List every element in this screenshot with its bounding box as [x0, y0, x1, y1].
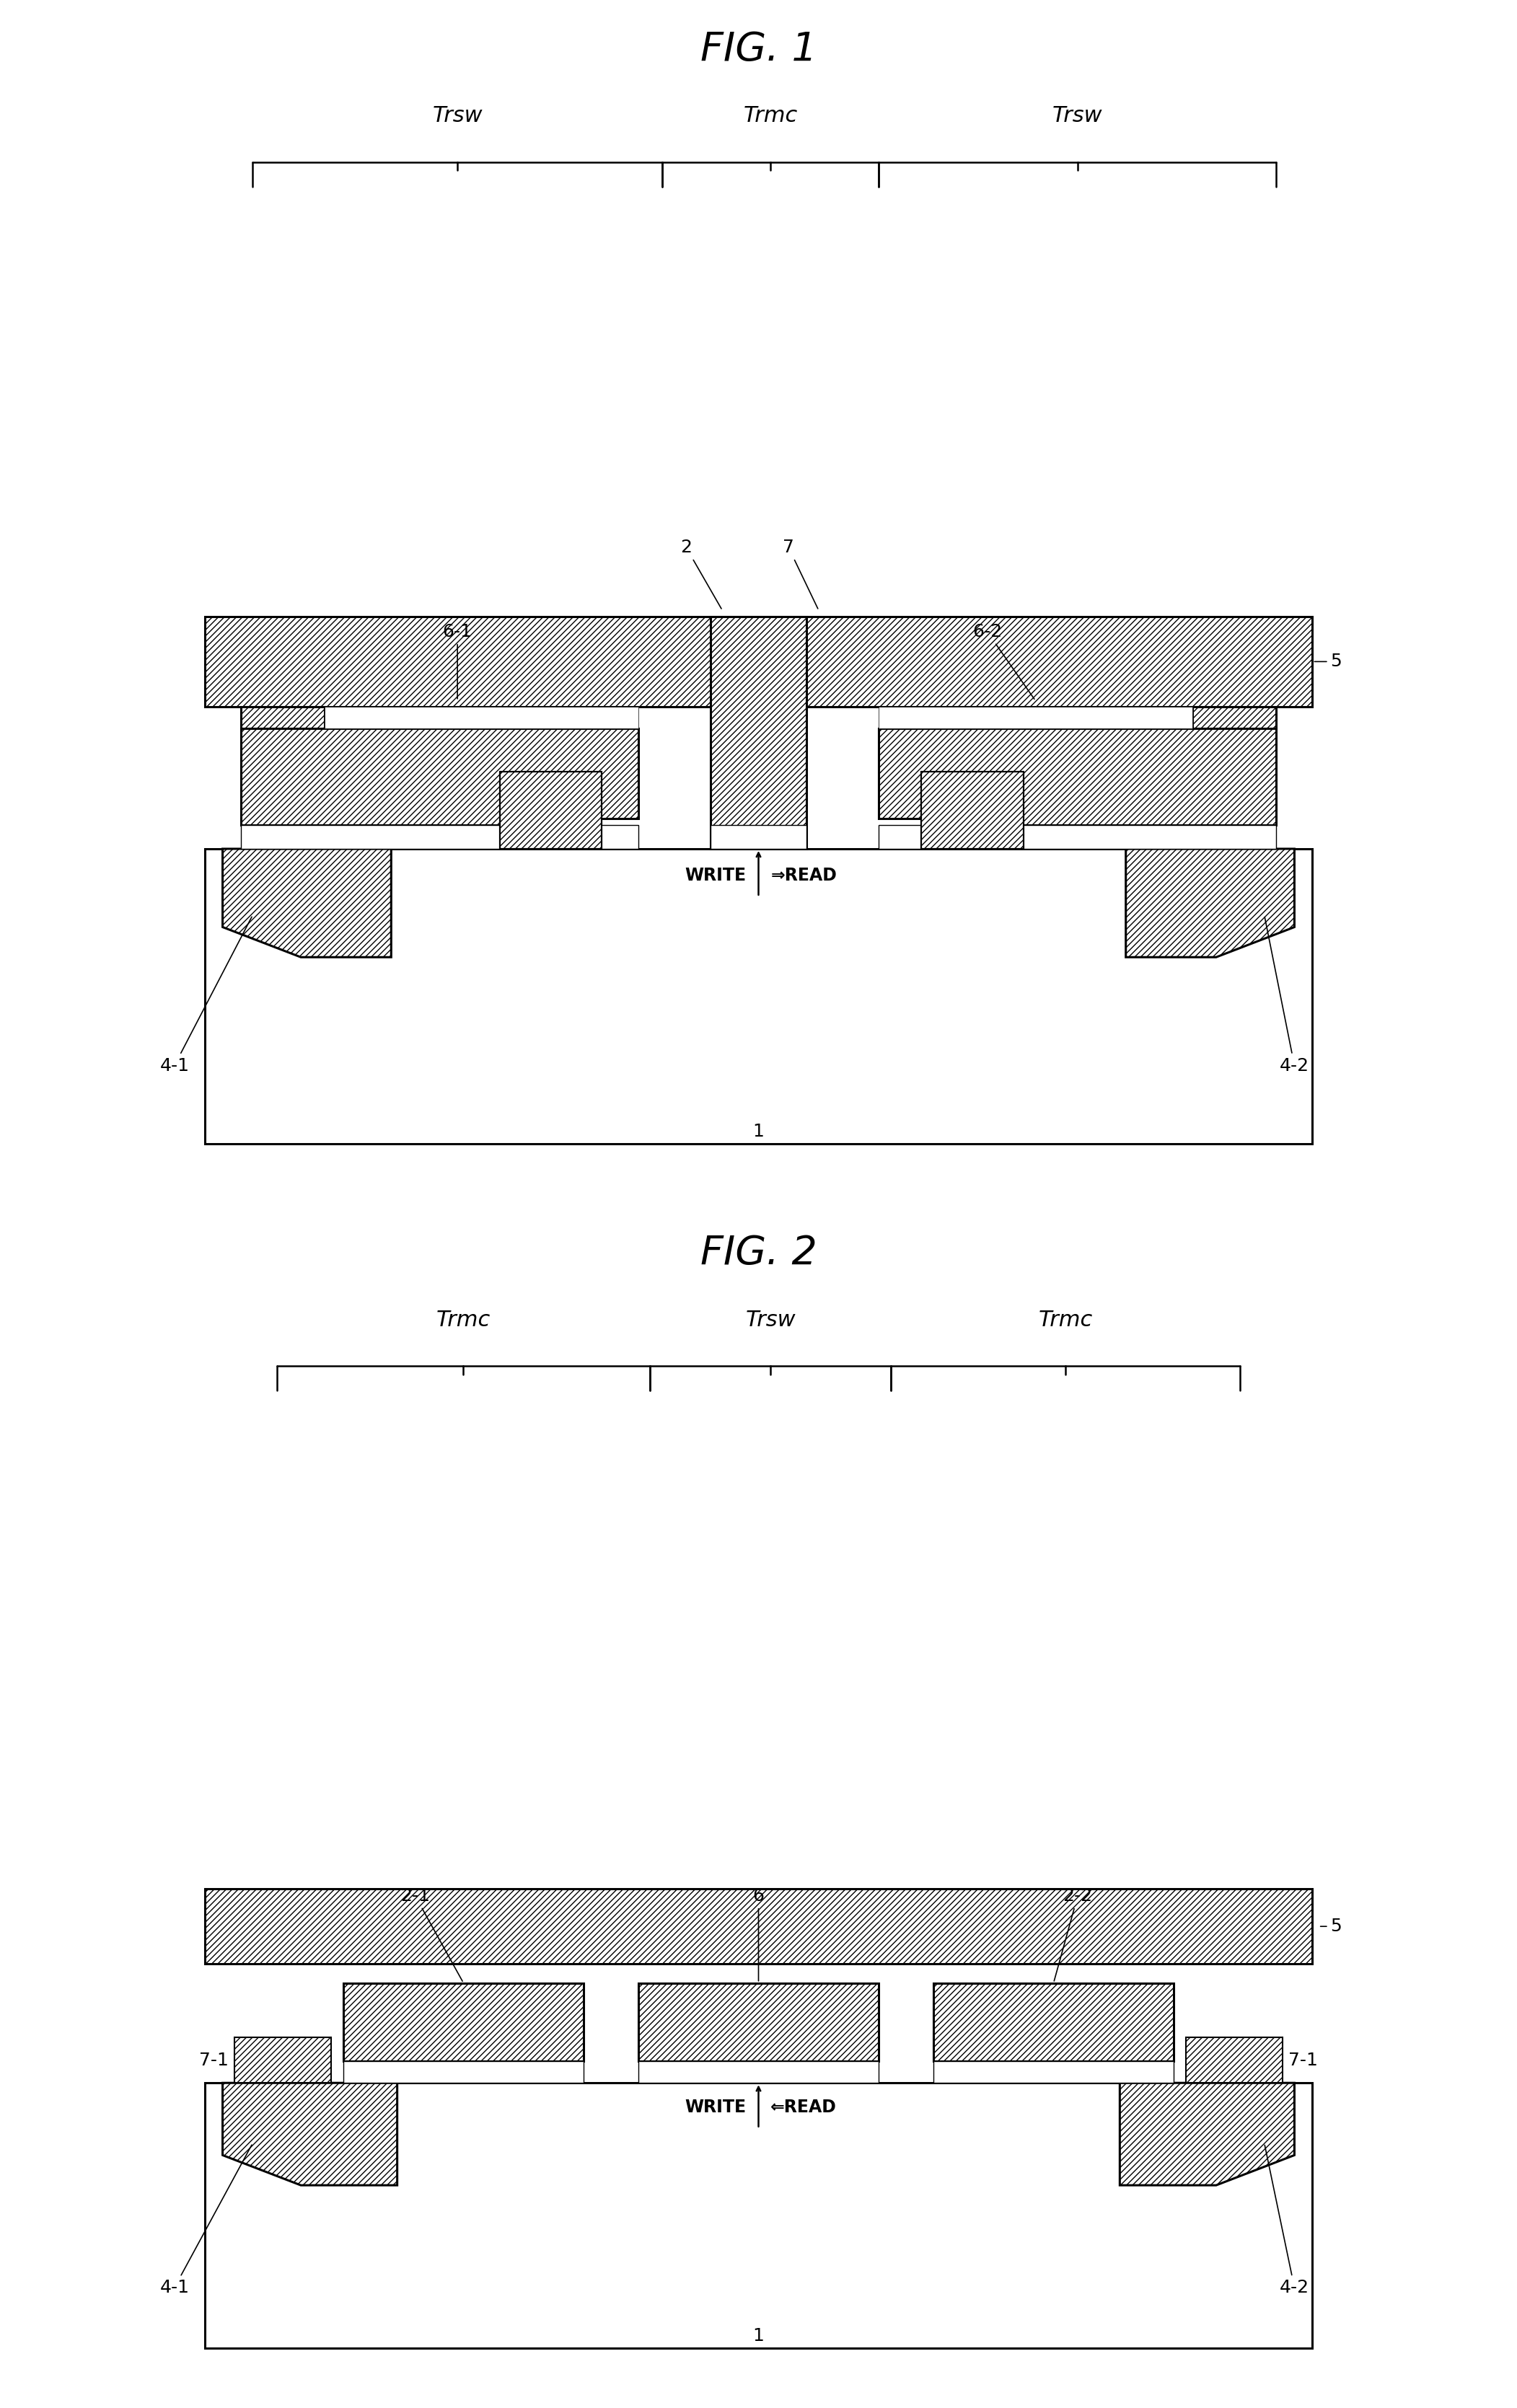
Polygon shape: [223, 2083, 397, 2186]
Text: 4-2: 4-2: [1265, 917, 1309, 1074]
Polygon shape: [1192, 708, 1276, 727]
Polygon shape: [639, 1984, 878, 2061]
Text: 1: 1: [752, 1122, 765, 1141]
Polygon shape: [343, 2061, 584, 2083]
Text: ⇐READ: ⇐READ: [771, 2097, 837, 2117]
Polygon shape: [241, 727, 639, 824]
Polygon shape: [878, 824, 975, 848]
Polygon shape: [710, 616, 807, 848]
Polygon shape: [1120, 2083, 1294, 2186]
Text: 7: 7: [783, 539, 818, 609]
Polygon shape: [878, 708, 1192, 727]
Polygon shape: [235, 2037, 331, 2083]
Polygon shape: [343, 1984, 584, 2061]
Polygon shape: [499, 771, 602, 848]
Polygon shape: [325, 708, 639, 727]
Text: Trsw: Trsw: [1053, 106, 1103, 125]
Polygon shape: [241, 824, 542, 848]
Text: WRITE: WRITE: [686, 867, 746, 884]
Polygon shape: [933, 2061, 1174, 2083]
Text: 1: 1: [752, 2326, 765, 2345]
Text: Trmc: Trmc: [1039, 1310, 1092, 1329]
Text: FIG. 1: FIG. 1: [701, 29, 816, 67]
Text: 4-2: 4-2: [1265, 2146, 1309, 2297]
Polygon shape: [1126, 848, 1294, 956]
Text: FIG. 2: FIG. 2: [701, 1233, 816, 1271]
Polygon shape: [223, 848, 391, 956]
Text: 4-1: 4-1: [159, 2146, 252, 2297]
Text: 6-1: 6-1: [443, 624, 472, 698]
Text: 5: 5: [1320, 1917, 1343, 1936]
Text: 7-1: 7-1: [1288, 2052, 1318, 2068]
Polygon shape: [878, 727, 1276, 824]
Text: Trsw: Trsw: [432, 106, 482, 125]
Polygon shape: [639, 2061, 878, 2083]
Polygon shape: [241, 708, 325, 727]
Polygon shape: [1186, 2037, 1282, 2083]
Polygon shape: [205, 1888, 1312, 1965]
Polygon shape: [205, 2083, 1312, 2348]
Polygon shape: [710, 824, 807, 848]
Text: Trmc: Trmc: [743, 106, 798, 125]
Text: 5: 5: [1314, 653, 1343, 669]
Text: 2-1: 2-1: [400, 1888, 463, 1982]
Text: ⇒READ: ⇒READ: [771, 867, 837, 884]
Polygon shape: [205, 848, 1312, 1144]
Polygon shape: [205, 616, 1312, 708]
Text: Trmc: Trmc: [437, 1310, 490, 1329]
Polygon shape: [921, 771, 1024, 848]
Text: 7-1: 7-1: [199, 2052, 229, 2068]
Text: 4-1: 4-1: [159, 917, 252, 1074]
Text: Trsw: Trsw: [745, 1310, 795, 1329]
Polygon shape: [542, 824, 639, 848]
Polygon shape: [975, 824, 1276, 848]
Text: 6-2: 6-2: [972, 624, 1035, 698]
Text: WRITE: WRITE: [686, 2097, 746, 2117]
Text: 6: 6: [752, 1888, 765, 1982]
Text: 2: 2: [681, 539, 722, 609]
Polygon shape: [933, 1984, 1174, 2061]
Text: 2-2: 2-2: [1054, 1888, 1092, 1982]
